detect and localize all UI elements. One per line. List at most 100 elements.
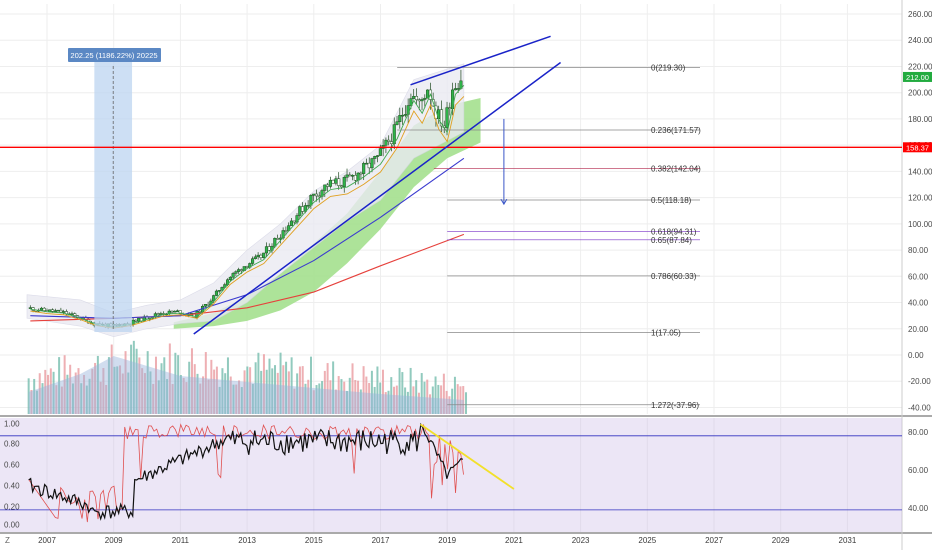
volume-bar [262, 354, 265, 414]
volume-bar [215, 366, 218, 414]
candle-body [273, 238, 277, 247]
volume-bar [348, 377, 351, 414]
corner-label: Z [5, 536, 10, 545]
volume-bars [27, 340, 468, 414]
candle-body [423, 97, 427, 100]
y-tick-13: 0.00 [908, 351, 924, 360]
volume-bar [132, 340, 135, 414]
candle-body [328, 179, 332, 187]
volume-bar [179, 375, 182, 414]
volume-bar [91, 368, 94, 414]
volume-bar [232, 384, 235, 414]
candle-body [339, 185, 344, 188]
candle-body [337, 178, 341, 186]
volume-bar [44, 369, 47, 414]
volume-bar [235, 384, 238, 414]
volume-bar [409, 367, 412, 414]
volume-bar [88, 378, 91, 414]
volume-bar [107, 357, 110, 414]
target-arrow-head [500, 198, 508, 206]
volume-bar [163, 357, 166, 414]
fib-label-4: 0.618(94.31) [651, 227, 697, 236]
volume-bar [268, 358, 271, 414]
volume-bar [398, 367, 401, 414]
volume-bar [426, 379, 429, 414]
volume-bar [440, 385, 443, 414]
x-tick-2: 2011 [172, 536, 190, 545]
candle-body [392, 124, 396, 145]
volume-bar [182, 377, 185, 414]
candle-body [31, 307, 35, 311]
volume-bar [437, 384, 440, 414]
volume-bar [285, 361, 288, 414]
candle-body [367, 162, 371, 169]
fib-label-7: 1(17.05) [651, 329, 681, 338]
x-tick-1: 2009 [105, 536, 123, 545]
candle-body [298, 206, 302, 216]
x-tick-7: 2021 [505, 536, 523, 545]
volume-bar [265, 369, 268, 414]
volume-bar [190, 348, 193, 414]
volume-bar [177, 355, 180, 414]
candle-body [48, 309, 52, 312]
volume-bar [293, 388, 296, 414]
volume-bar [260, 370, 263, 414]
volume-bar [168, 343, 171, 414]
y-tick-9: 80.00 [908, 246, 929, 255]
volume-bar [359, 389, 362, 414]
candle-body [403, 114, 407, 116]
volume-bar [351, 363, 354, 414]
candle-body [237, 269, 241, 272]
candle-body [389, 141, 394, 145]
y-tick-3: 200.00 [908, 89, 932, 98]
volume-bar [226, 357, 229, 414]
volume-bar [47, 374, 50, 414]
volume-bar [74, 372, 77, 414]
band-area [26, 63, 465, 337]
volume-bar [401, 372, 404, 414]
measure-label-bg [68, 48, 161, 62]
volume-bar [218, 386, 221, 414]
volume-bar [204, 352, 207, 414]
last-price-label: 212.00 [906, 73, 929, 82]
last-price-tag [903, 71, 932, 82]
candle-body [228, 276, 232, 280]
candle-body [384, 139, 388, 146]
volume-bar [373, 386, 376, 414]
labels: 212.00 158.37 Z [5, 71, 932, 545]
volume-bar [462, 386, 465, 414]
volume-bar [406, 391, 409, 414]
candle-body [395, 121, 399, 125]
candle-body [264, 246, 269, 254]
osc-pane-bg [0, 418, 902, 532]
volume-bar [334, 389, 337, 414]
trendline-1 [193, 61, 562, 335]
volume-bar [27, 378, 30, 414]
volume-bar [154, 356, 157, 414]
volume-bar [127, 372, 130, 414]
volume-bar [276, 372, 279, 414]
candle-body [356, 172, 360, 181]
volume-bar [166, 379, 169, 414]
y-tick-6: 140.00 [908, 167, 932, 176]
volume-bar [157, 380, 160, 414]
candle-body [245, 266, 249, 268]
candle-body [309, 195, 313, 206]
candle-body [267, 246, 271, 251]
y-tick-14: -20.00 [908, 377, 931, 386]
volume-bar [238, 380, 241, 414]
x-tick-11: 2029 [772, 536, 790, 545]
osc-left-tick-5: 0.00 [4, 521, 20, 530]
candle-body [359, 172, 363, 175]
volume-bar [96, 355, 99, 414]
volume-bar [282, 365, 285, 414]
osc-left-tick-3: 0.40 [4, 482, 20, 491]
volume-bar [246, 366, 249, 414]
volume-bar [459, 386, 462, 414]
volume-bar [221, 368, 224, 414]
osc-band [0, 418, 902, 532]
candle-body [284, 230, 288, 232]
volume-bar [279, 352, 282, 414]
fib-label-5: 0.65(87.84) [651, 236, 692, 245]
